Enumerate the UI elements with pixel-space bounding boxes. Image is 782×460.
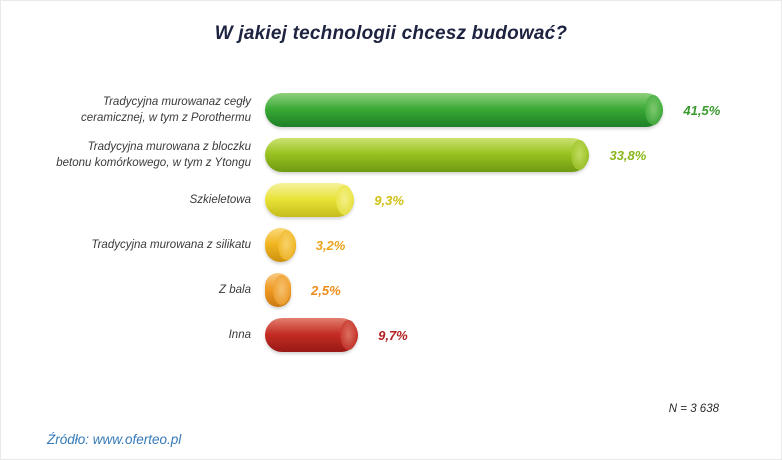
bar	[265, 93, 664, 127]
bar-row: Tradycyjna murowanaz cegły ceramicznej, …	[41, 93, 745, 127]
bar-label: Tradycyjna murowana z bloczku betonu kom…	[56, 140, 251, 169]
bar	[265, 318, 359, 352]
value-label: 2,5%	[307, 282, 352, 304]
value-label: 9,3%	[370, 192, 415, 214]
bar-end-cap	[336, 185, 354, 215]
bar-area: 9,7%	[265, 318, 745, 352]
bar-label: Inna	[228, 328, 251, 341]
bar-area: 9,3%	[265, 183, 745, 217]
bar	[265, 273, 291, 307]
bar-label: Szkieletowa	[189, 193, 251, 206]
bar-row: Tradycyjna murowana z bloczku betonu kom…	[41, 138, 745, 172]
bar-row: Z bala 2,5%	[41, 273, 745, 307]
value-label: 3,2%	[312, 237, 356, 259]
bar-row: Inna 9,7%	[41, 318, 745, 352]
value-label: 33,8%	[605, 147, 658, 169]
bar-end-cap	[571, 140, 589, 170]
bar	[265, 228, 296, 262]
bar-chart: Tradycyjna murowanaz cegły ceramicznej, …	[41, 93, 745, 363]
value-label: 41,5%	[679, 102, 732, 124]
bar-row: Szkieletowa 9,3%	[41, 183, 745, 217]
value-label: 9,7%	[374, 327, 419, 349]
bar-label: Z bala	[219, 283, 251, 296]
sample-size-label: N = 3 638	[668, 403, 719, 415]
bar-area: 2,5%	[265, 273, 745, 307]
bar-end-cap	[645, 95, 663, 125]
bar-end-cap	[340, 320, 358, 350]
bar-area: 3,2%	[265, 228, 745, 262]
bar	[265, 183, 355, 217]
bar-label: Tradycyjna murowana z silikatu	[91, 238, 251, 251]
bar-end-cap	[277, 230, 295, 260]
chart-title: W jakiej technologii chcesz budować?	[214, 23, 568, 44]
source-link[interactable]: Źródło: www.oferteo.pl	[47, 432, 182, 447]
bar-end-cap	[273, 275, 290, 305]
bar-row: Tradycyjna murowana z silikatu 3,2%	[41, 228, 745, 262]
bar-area: 41,5%	[265, 93, 745, 127]
bar-area: 33,8%	[265, 138, 745, 172]
bar-label: Tradycyjna murowanaz cegły ceramicznej, …	[81, 95, 251, 124]
bar	[265, 138, 590, 172]
